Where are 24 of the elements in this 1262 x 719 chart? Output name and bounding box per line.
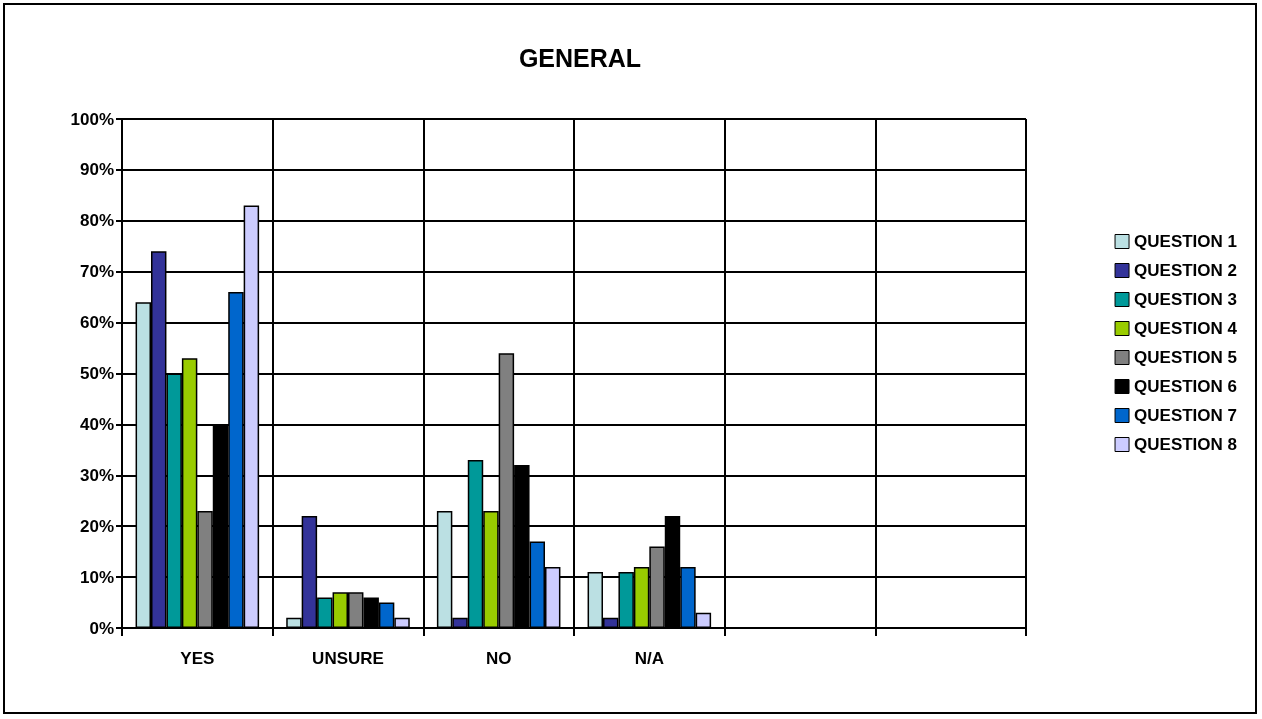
legend-label: QUESTION 7 xyxy=(1134,406,1238,425)
x-tick-label: YES xyxy=(180,649,215,668)
legend-label: QUESTION 4 xyxy=(1134,319,1238,338)
legend-label: QUESTION 2 xyxy=(1134,261,1238,280)
legend-label: QUESTION 1 xyxy=(1134,232,1238,251)
x-tick-label: N/A xyxy=(634,649,664,668)
y-tick-label: 20% xyxy=(79,516,114,536)
y-tick-label: 70% xyxy=(79,262,114,282)
x-tick-label: NO xyxy=(485,649,512,668)
legend-label: QUESTION 8 xyxy=(1134,435,1238,454)
legend-label: QUESTION 5 xyxy=(1134,348,1238,367)
y-tick-label: 40% xyxy=(79,414,114,434)
y-tick-label: 90% xyxy=(79,160,114,180)
y-tick-label: 0% xyxy=(89,618,114,638)
legend-label: QUESTION 3 xyxy=(1134,290,1238,309)
x-tick-label: UNSURE xyxy=(312,649,384,668)
chart-title: GENERAL xyxy=(518,43,642,72)
y-tick-label: 30% xyxy=(79,465,114,485)
y-tick-label: 50% xyxy=(79,364,114,383)
y-tick-label: 60% xyxy=(79,313,114,333)
y-tick-label: 80% xyxy=(79,211,114,231)
legend-label: QUESTION 6 xyxy=(1134,377,1238,396)
y-tick-label: 100% xyxy=(70,109,114,129)
y-tick-label: 10% xyxy=(79,567,114,587)
